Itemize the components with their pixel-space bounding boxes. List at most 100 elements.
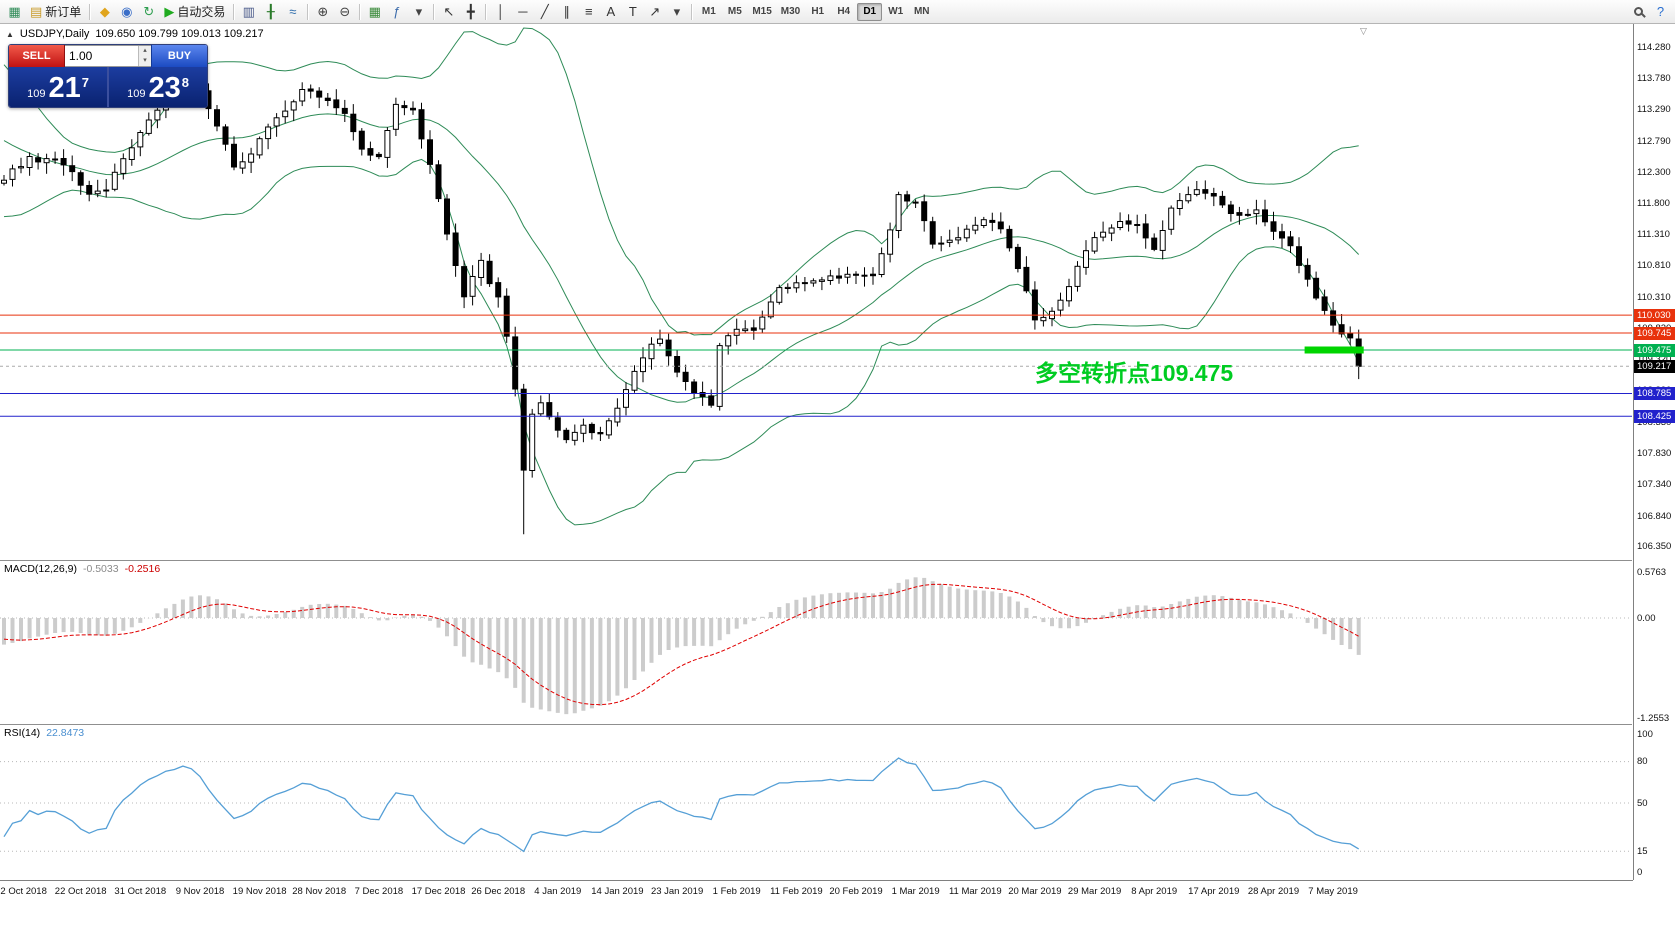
price-axis-tick: 112.790 xyxy=(1637,135,1671,147)
vertical-line-icon[interactable]: │ xyxy=(490,2,511,22)
rsi-panel-separator[interactable] xyxy=(0,724,1632,725)
zoom-in-icon: ⊕ xyxy=(317,4,329,19)
sell-button[interactable]: SELL xyxy=(9,45,65,67)
line-chart-icon[interactable]: ≈ xyxy=(282,2,303,22)
equidistant-channel-icon[interactable]: ∥ xyxy=(556,2,577,22)
macd-signal-line xyxy=(3,583,1359,706)
metaeditor-icon[interactable]: ◆ xyxy=(94,2,115,22)
rsi-indicator xyxy=(0,757,1632,853)
price-axis-tick: 107.340 xyxy=(1637,479,1672,491)
current-bid-price-label: 109.217 xyxy=(1634,359,1675,373)
buy-price[interactable]: 109 23 8 xyxy=(109,67,207,107)
time-axis[interactable]: 12 Oct 2018 22 Oct 2018 31 Oct 2018 9 Nov 2… xyxy=(0,880,1633,902)
time-axis-label: 7 May 2019 xyxy=(1308,886,1358,897)
macd-signal-value: -0.2516 xyxy=(124,563,161,575)
macd-panel-separator[interactable] xyxy=(0,560,1632,561)
one-click-trading-panel: SELL ▴ ▾ BUY 109 21 7 109 23 8 xyxy=(8,44,208,108)
zoom-in-icon[interactable]: ⊕ xyxy=(312,2,333,22)
objects-dropdown-icon: ▾ xyxy=(673,4,681,19)
autotrading-button[interactable]: ▶ 自动交易 xyxy=(160,2,229,22)
toolbar-separator xyxy=(307,3,309,20)
objects-dropdown-icon[interactable]: ▾ xyxy=(666,2,687,22)
tile-windows-icon: ▦ xyxy=(368,4,381,19)
time-axis-label: 28 Nov 2018 xyxy=(292,886,347,897)
sell-price[interactable]: 109 21 7 xyxy=(9,67,107,107)
buy-button[interactable]: BUY xyxy=(151,45,207,67)
toolbar: ▦ ▤ 新订单 ◆ ◉ ↻ ▶ 自动交易 ▥ ╂ ≈ ⊕ ⊖ ▦ ƒ ▾ ↖ ╋ │ ─ ╱ ∥ ≡ A T ↗ ▾ M1 M5 M15 M… xyxy=(0,0,1675,24)
volume-decrease-button[interactable]: ▾ xyxy=(139,56,151,66)
rsi-axis-label: 50 xyxy=(1637,797,1648,809)
timeframe-m1-button[interactable]: M1 xyxy=(701,6,716,17)
time-axis-label: 1 Mar 2019 xyxy=(891,886,940,897)
crosshair-icon[interactable]: ╋ xyxy=(460,2,481,22)
macd-main-value: -0.5033 xyxy=(82,563,119,575)
volume-increase-button[interactable]: ▴ xyxy=(139,46,151,56)
time-axis-label: 23 Jan 2019 xyxy=(650,886,704,897)
indicators-dropdown-icon[interactable]: ▾ xyxy=(408,2,429,22)
time-axis-label: 20 Mar 2019 xyxy=(1008,886,1062,897)
fibonacci-icon[interactable]: ≡ xyxy=(578,2,599,22)
macd-axis-label: 0.5763 xyxy=(1637,566,1667,578)
timeframe-d1-button[interactable]: D1 xyxy=(857,2,883,21)
text-icon[interactable]: A xyxy=(600,2,621,22)
horizontal-line-icon[interactable]: ─ xyxy=(512,2,533,22)
text-label-icon[interactable]: T xyxy=(622,2,643,22)
price-axis[interactable]: 114.280 113.780 113.290 112.790 112.300 111.8… xyxy=(1633,24,1675,880)
cursor-icon: ↖ xyxy=(443,4,455,19)
profile-icon: ◉ xyxy=(121,4,133,19)
timeframe-mn-button[interactable]: MN xyxy=(913,6,930,17)
vertical-line-icon: │ xyxy=(496,4,505,19)
price-axis-tick: 111.800 xyxy=(1637,198,1670,210)
time-axis-label: 26 Dec 2018 xyxy=(471,886,526,897)
tile-windows-icon[interactable]: ▦ xyxy=(364,2,385,22)
indicators-icon[interactable]: ƒ xyxy=(386,2,407,22)
help-icon[interactable]: ? xyxy=(1650,2,1671,22)
app-icon[interactable]: ▦ xyxy=(4,2,25,22)
refresh-icon[interactable]: ↻ xyxy=(138,2,159,22)
timeframe-h4-button[interactable]: H4 xyxy=(837,6,851,17)
timeframe-m15-button[interactable]: M15 xyxy=(752,6,772,17)
trade-panel-toggle-icon[interactable]: ▲ xyxy=(6,29,14,39)
bar-chart-icon: ▥ xyxy=(242,4,255,19)
volume-input[interactable] xyxy=(65,46,138,66)
turning-point-annotation[interactable]: 多空转折点109.475 xyxy=(1035,360,1234,386)
rsi-value: 22.8473 xyxy=(46,727,85,739)
zoom-out-icon: ⊖ xyxy=(339,4,351,19)
sell-price-figure: 109 xyxy=(27,88,46,100)
timeframe-m30-button[interactable]: M30 xyxy=(780,6,801,17)
macd-axis-label: 0.00 xyxy=(1637,612,1656,624)
time-axis-label: 31 Oct 2018 xyxy=(114,886,167,897)
rsi-axis-label: 100 xyxy=(1637,728,1653,740)
chart-shift-marker[interactable]: ▽ xyxy=(1360,26,1367,36)
profile-icon[interactable]: ◉ xyxy=(116,2,137,22)
time-axis-label: 8 Apr 2019 xyxy=(1131,886,1178,897)
cursor-icon[interactable]: ↖ xyxy=(438,2,459,22)
arrow-objects-icon[interactable]: ↗ xyxy=(644,2,665,22)
trendline-icon[interactable]: ╱ xyxy=(534,2,555,22)
rsi-label: RSI(14) 22.8473 xyxy=(4,727,84,739)
candlesticks xyxy=(1,75,1362,535)
new-order-button[interactable]: ▤ 新订单 xyxy=(26,2,85,22)
timeframe-w1-button[interactable]: W1 xyxy=(888,6,904,17)
autotrading-button-label: 自动交易 xyxy=(177,5,226,19)
price-level-label-108.785: 108.785 xyxy=(1634,386,1675,400)
time-axis-label: 22 Oct 2018 xyxy=(54,886,107,897)
time-axis-label: 1 Feb 2019 xyxy=(712,886,761,897)
indicators-dropdown-icon: ▾ xyxy=(415,4,423,19)
price-axis-tick: 113.780 xyxy=(1637,73,1671,85)
volume-control: ▴ ▾ xyxy=(65,45,151,67)
equidistant-channel-icon: ∥ xyxy=(563,4,571,19)
support-highlight-bar[interactable] xyxy=(1304,346,1364,354)
timeframe-m5-button[interactable]: M5 xyxy=(727,6,742,17)
macd-indicator-name: MACD(12,26,9) xyxy=(4,563,77,575)
time-axis-label: 11 Mar 2019 xyxy=(948,886,1002,897)
chart-header: ▲ USDJPY,Daily 109.650 109.799 109.013 1… xyxy=(6,28,264,40)
bollinger-bands xyxy=(3,27,1360,526)
timeframe-h1-button[interactable]: H1 xyxy=(811,6,825,17)
bar-chart-icon[interactable]: ▥ xyxy=(238,2,259,22)
search-icon-button[interactable] xyxy=(1628,2,1649,22)
indicators-icon: ƒ xyxy=(393,4,401,19)
zoom-out-icon[interactable]: ⊖ xyxy=(334,2,355,22)
candlestick-chart-icon[interactable]: ╂ xyxy=(260,2,281,22)
